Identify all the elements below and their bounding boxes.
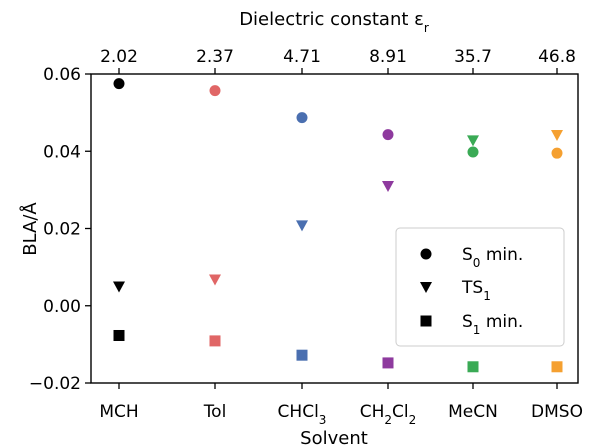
point-triangle-down-tol bbox=[209, 274, 221, 286]
x-tick-label: MeCN bbox=[448, 402, 498, 422]
legend-marker-square bbox=[420, 315, 432, 327]
point-square-mecn bbox=[467, 361, 479, 373]
top-tick-label: 2.37 bbox=[196, 47, 234, 67]
x-tick-label: CH2Cl2 bbox=[360, 402, 417, 427]
x-axis-ticks: MCH Tol CHCl3 CH2Cl2 MeCN DMSO bbox=[99, 383, 583, 427]
top-axis-label: Dielectric constant εr bbox=[239, 9, 429, 35]
top-tick-label: 2.02 bbox=[100, 47, 138, 67]
top-tick-label: 4.71 bbox=[283, 47, 321, 67]
x-axis-label: Solvent bbox=[300, 428, 368, 448]
point-circle-tol bbox=[209, 85, 221, 97]
x-tick-label: CHCl3 bbox=[278, 402, 327, 427]
legend-label: S0 min. bbox=[462, 245, 523, 270]
point-circle-dmso bbox=[551, 147, 563, 159]
y-tick-label: 0.00 bbox=[43, 297, 81, 317]
y-tick-label: 0.04 bbox=[43, 142, 81, 162]
data-points bbox=[113, 78, 563, 373]
y-axis-ticks: −0.02 0.00 0.02 0.04 0.06 bbox=[29, 65, 91, 394]
point-circle-chcl3 bbox=[296, 112, 308, 124]
point-square-mch bbox=[113, 329, 125, 341]
point-square-dmso bbox=[551, 361, 563, 373]
legend-marker-circle bbox=[420, 248, 432, 260]
point-square-ch2cl2 bbox=[382, 357, 394, 369]
point-triangle-down-mecn bbox=[467, 135, 479, 147]
y-tick-label: 0.06 bbox=[43, 65, 81, 85]
y-tick-label: −0.02 bbox=[29, 374, 81, 394]
legend-label: TS1 bbox=[461, 278, 491, 303]
legend: S0 min. TS1 S1 min. bbox=[395, 227, 565, 347]
point-square-tol bbox=[209, 335, 221, 347]
point-circle-mecn bbox=[467, 146, 479, 158]
top-tick-label: 46.8 bbox=[538, 47, 576, 67]
x-tick-label: MCH bbox=[99, 402, 138, 422]
top-tick-label: 8.91 bbox=[369, 47, 407, 67]
point-circle-ch2cl2 bbox=[382, 129, 394, 141]
legend-marker-triangle-down bbox=[420, 282, 432, 293]
x-tick-label: Tol bbox=[203, 402, 227, 422]
top-axis-ticks: 2.02 2.37 4.71 8.91 35.7 46.8 bbox=[100, 47, 576, 74]
point-triangle-down-mch bbox=[113, 281, 125, 293]
point-triangle-down-ch2cl2 bbox=[382, 181, 394, 193]
point-triangle-down-dmso bbox=[551, 130, 563, 142]
x-tick-label: DMSO bbox=[531, 402, 583, 422]
legend-label: S1 min. bbox=[462, 312, 523, 337]
point-square-chcl3 bbox=[296, 349, 308, 361]
legend-box bbox=[395, 227, 565, 347]
y-tick-label: 0.02 bbox=[43, 220, 81, 240]
top-tick-label: 35.7 bbox=[454, 47, 492, 67]
point-circle-mch bbox=[113, 78, 125, 90]
y-axis-label: BLA/Å bbox=[19, 202, 41, 256]
point-triangle-down-chcl3 bbox=[296, 220, 308, 232]
